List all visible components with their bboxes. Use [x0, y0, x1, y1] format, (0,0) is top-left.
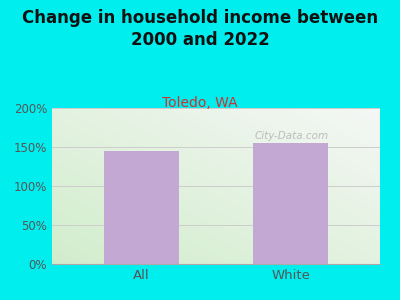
Bar [253, 143, 328, 264]
Bar [104, 151, 179, 264]
Text: City-Data.com: City-Data.com [254, 131, 328, 141]
Text: Change in household income between
2000 and 2022: Change in household income between 2000 … [22, 9, 378, 49]
Text: Toledo, WA: Toledo, WA [162, 96, 238, 110]
